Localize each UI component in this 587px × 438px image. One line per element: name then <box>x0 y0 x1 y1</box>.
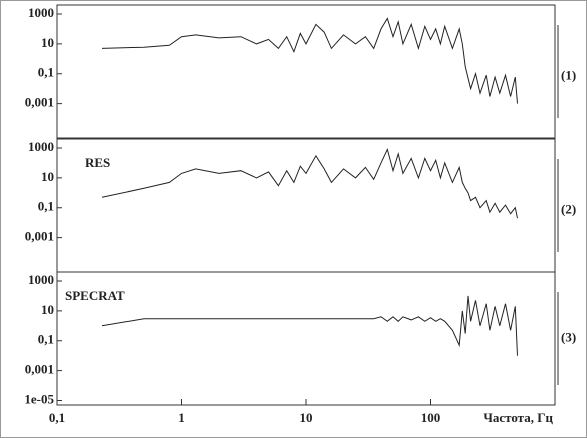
spectrum-line <box>101 147 518 219</box>
panel-frame <box>56 4 556 139</box>
x-axis-label: Частота, Гц <box>483 410 553 425</box>
y-tick-label: 1000 <box>28 5 54 20</box>
y-tick-label: 10 <box>41 302 54 317</box>
y-tick-label: 0,1 <box>38 332 54 347</box>
annotation: SPECRAT <box>65 288 125 303</box>
y-tick-label: 10 <box>41 169 54 184</box>
y-tick-label: 0,001 <box>25 95 54 110</box>
x-tick-label: 100 <box>421 410 441 425</box>
y-tick-label: 1000 <box>28 272 54 287</box>
annotation: RES <box>85 155 110 170</box>
x-tick-label: 1 <box>178 410 185 425</box>
y-tick-label: 0,1 <box>38 65 54 80</box>
panel-label: (3) <box>561 329 576 344</box>
y-tick-label: 0,1 <box>38 199 54 214</box>
y-tick-label: 1000 <box>28 139 54 154</box>
x-tick-label: 0,1 <box>49 410 65 425</box>
y-tick-label: 10 <box>41 35 54 50</box>
y-tick-label: 1e-05 <box>24 391 54 406</box>
y-tick-label: 0,001 <box>25 362 54 377</box>
panel-label: (1) <box>561 67 576 82</box>
panel-label: (2) <box>561 201 576 216</box>
x-tick-label: 10 <box>300 410 313 425</box>
spectrum-line <box>101 17 518 104</box>
y-tick-label: 0,001 <box>25 229 54 244</box>
spectrum-line <box>101 295 518 356</box>
